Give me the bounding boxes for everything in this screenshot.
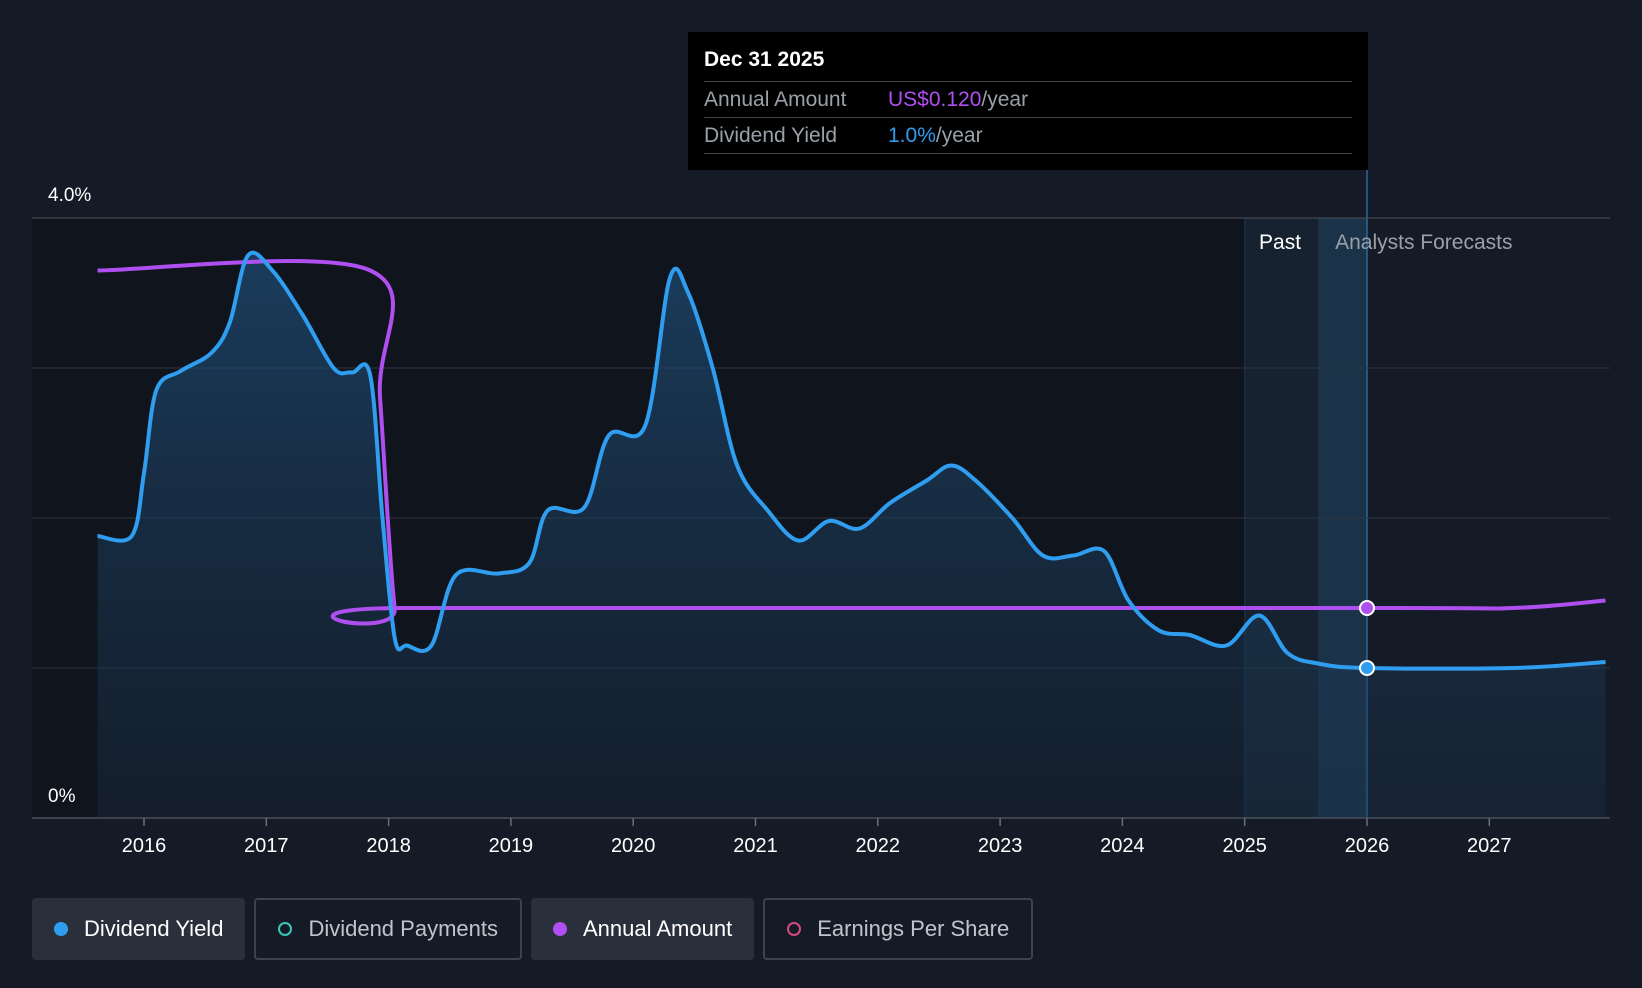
annual-amount-marker [1359,600,1375,616]
x-tick-label: 2023 [978,835,1023,857]
hollow-dot-icon [787,922,802,936]
filled-dot-icon [54,922,68,936]
tooltip-date: Dec 31 2025 [704,48,1352,82]
y-tick-label: 4.0% [48,185,91,206]
tooltip: Dec 31 2025 Annual Amount US$0.120/year … [688,32,1368,170]
legend-item-dividend-yield[interactable]: Dividend Yield [32,898,246,960]
x-tick-label: 2024 [1100,835,1145,857]
forecast-label: Analysts Forecasts [1335,231,1512,254]
x-tick-label: 2019 [489,835,534,857]
hollow-dot-icon [278,922,293,936]
annual-amount-line [97,259,1606,626]
tooltip-value: 1.0% [888,123,936,147]
legend-label: Annual Amount [582,916,733,941]
tooltip-label: Annual Amount [704,87,847,111]
tooltip-unit: /year [981,87,1029,111]
x-tick-label: 2017 [244,835,289,857]
legend-label: Dividend Yield [84,916,224,941]
x-tick-label: 2025 [1222,835,1267,857]
x-tick-label: 2022 [856,835,901,857]
legend-item-annual-amount[interactable]: Annual Amount [530,898,755,960]
x-tick-label: 2027 [1467,835,1512,857]
dividend-yield-marker [1359,660,1375,676]
x-tick-label: 2018 [366,835,411,857]
filled-dot-icon [552,922,567,936]
tooltip-value: US$0.120 [888,87,982,111]
dividend-yield-area [97,252,1606,818]
tooltip-row-dividend-yield: Dividend Yield 1.0%/year [704,118,1352,154]
dividend-yield-line [97,250,1606,671]
x-tick-label: 2021 [733,835,778,857]
tooltip-row-annual-amount: Annual Amount US$0.120/year [704,82,1352,118]
tooltip-label: Dividend Yield [704,123,838,147]
legend-item-earnings-per-share[interactable]: Earnings Per Share [763,898,1034,960]
y-tick-label: 0% [48,786,76,807]
legend-label: Dividend Payments [308,916,498,941]
legend-item-dividend-payments[interactable]: Dividend Payments [254,898,522,960]
x-tick-label: 2020 [611,835,656,857]
tooltip-unit: /year [935,123,983,147]
legend-label: Earnings Per Share [817,916,1010,941]
x-tick-label: 2026 [1345,835,1390,857]
legend: Dividend Yield Dividend Payments Annual … [32,898,1034,960]
past-label: Past [1259,231,1301,254]
x-tick-label: 2016 [122,835,167,857]
